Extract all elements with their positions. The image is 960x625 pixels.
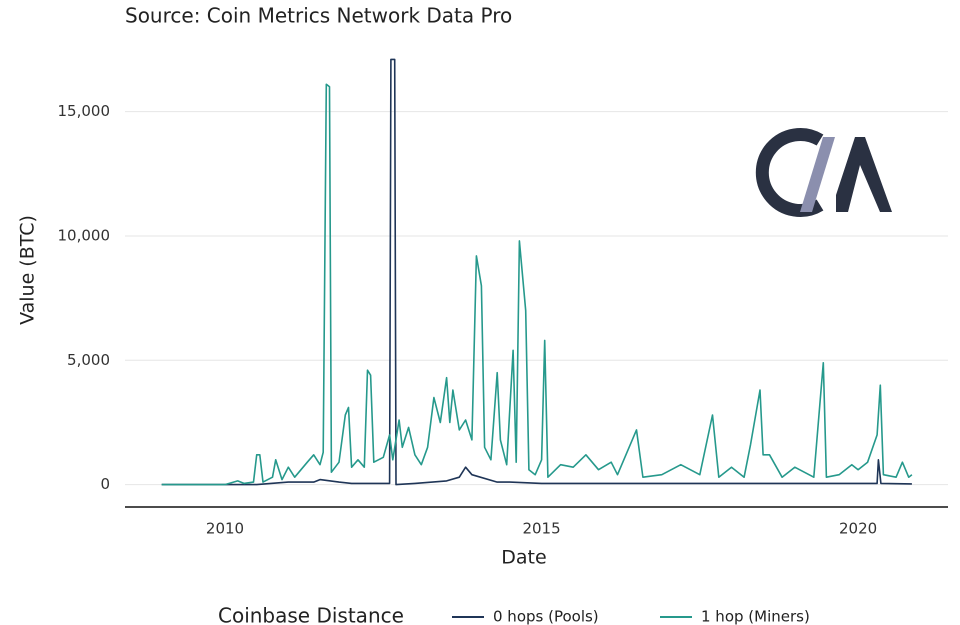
legend-label: 0 hops (Pools)	[493, 608, 599, 625]
legend-title: Coinbase Distance	[218, 604, 404, 625]
x-tick-label: 2015	[522, 520, 560, 538]
y-tick-label: 10,000	[58, 226, 111, 244]
legend-label: 1 hop (Miners)	[701, 608, 810, 625]
series-line	[161, 58, 912, 486]
y-tick-label: 0	[100, 475, 110, 493]
logo	[755, 128, 892, 217]
y-tick-label: 15,000	[58, 102, 111, 120]
logo-m	[836, 137, 892, 212]
y-tick-label: 5,000	[67, 351, 110, 369]
x-tick-label: 2020	[839, 520, 877, 538]
series-line	[161, 83, 913, 486]
y-axis-label: Value (BTC)	[17, 215, 39, 325]
logo-c	[755, 128, 824, 217]
x-axis-label: Date	[501, 547, 546, 569]
x-tick-label: 2010	[206, 520, 244, 538]
chart-subtitle: Source: Coin Metrics Network Data Pro	[125, 4, 512, 28]
logo-slash	[800, 137, 835, 212]
